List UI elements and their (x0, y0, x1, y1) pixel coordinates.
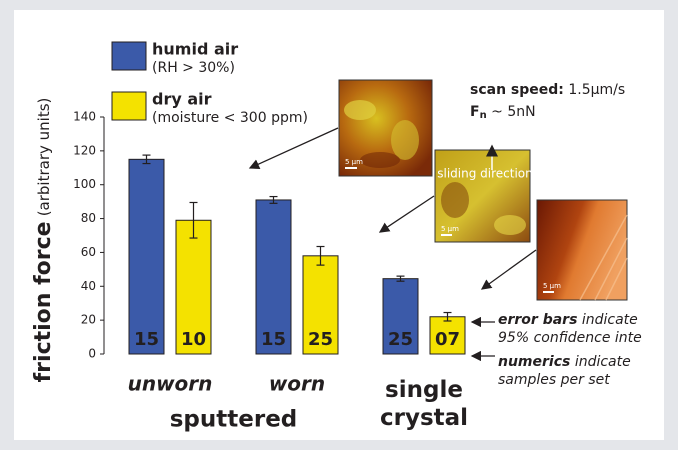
y-tick-label: 20 (81, 313, 96, 327)
chart: 5 µm sliding direction 5 µm 5 µm scan sp… (0, 0, 678, 450)
annotation: 95% confidence inte (498, 330, 642, 346)
x-tick-label: worn (269, 372, 325, 396)
image-note: sliding direction (437, 167, 533, 181)
sample-label: 07 (435, 329, 460, 350)
sample-label: 15 (134, 329, 159, 350)
annotation: error bars indicate (498, 312, 638, 328)
x-tick-label: unworn (128, 372, 213, 396)
annotation-label: scan speed: (470, 82, 564, 98)
annotation-sub: n (480, 110, 487, 121)
sample-label: 10 (181, 329, 206, 350)
y-tick-label: 100 (73, 177, 96, 191)
annotation: numerics indicate (498, 354, 631, 370)
legend-note: (RH > 30%) (152, 60, 235, 76)
annotation-label: error bars (498, 312, 577, 328)
legend-note: (moisture < 300 ppm) (152, 110, 308, 126)
group-label: sputtered (170, 407, 298, 433)
group-label-line: single (385, 377, 463, 403)
legend-swatch (112, 42, 146, 70)
annotation-value: 1.5µm/s (568, 82, 625, 98)
legend-swatch (112, 92, 146, 120)
annotation-text: indicate (582, 312, 638, 328)
y-tick-label: 120 (73, 143, 96, 157)
legend-label: dry air (152, 90, 212, 109)
scale-label: 5 µm (441, 225, 459, 233)
group-label-line: crystal (380, 405, 468, 431)
sample-label: 25 (308, 329, 333, 350)
annotation-text: indicate (575, 354, 631, 370)
afm-image: sliding direction 5 µm (435, 146, 533, 242)
y-tick-label: 80 (81, 211, 96, 225)
annotation-label: F (470, 104, 480, 120)
afm-image: 5 µm (339, 80, 432, 176)
y-label-note: (arbitrary units) (35, 98, 53, 217)
annotation: scan speed: 1.5µm/s (470, 82, 625, 98)
y-tick-label: 60 (81, 245, 96, 259)
y-label: friction force (31, 221, 56, 382)
annotation-value: ~ 5nN (491, 104, 535, 120)
scale-label: 5 µm (543, 282, 561, 290)
y-axis-label: friction force (arbitrary units) (31, 98, 56, 383)
sample-label: 25 (388, 329, 413, 350)
sample-label: 15 (261, 329, 286, 350)
y-tick-label: 40 (81, 279, 96, 293)
y-tick-label: 140 (73, 110, 96, 124)
annotation: samples per set (498, 372, 610, 388)
scale-label: 5 µm (345, 158, 363, 166)
y-tick-label: 0 (88, 347, 96, 361)
afm-image: 5 µm (537, 200, 627, 300)
bar (129, 159, 164, 354)
annotation-label: numerics (498, 354, 570, 370)
legend-label: humid air (152, 40, 238, 59)
